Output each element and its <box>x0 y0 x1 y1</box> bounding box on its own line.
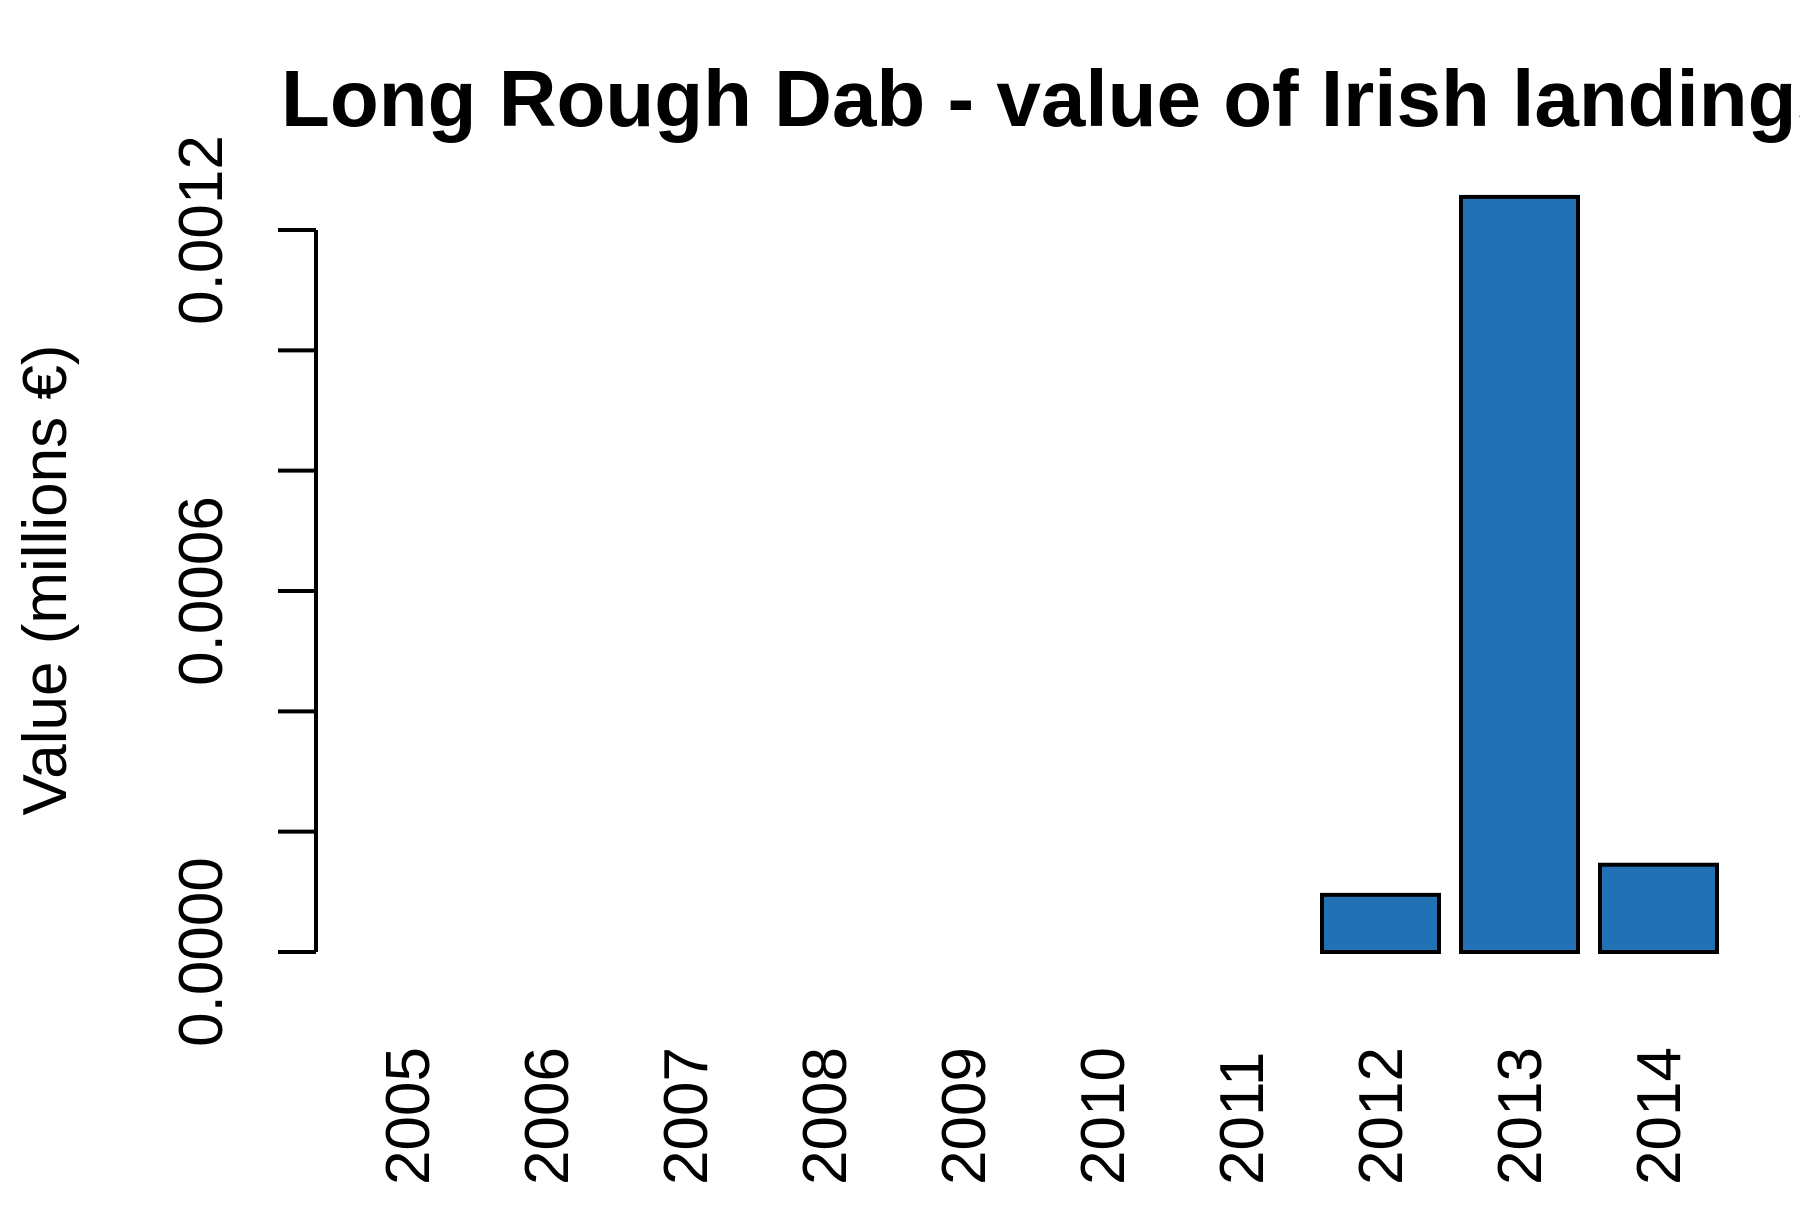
x-tick-label: 2012 <box>1347 1047 1416 1185</box>
x-tick-label: 2009 <box>930 1047 999 1185</box>
x-tick-label: 2010 <box>1069 1047 1138 1185</box>
x-tick-label: 2014 <box>1625 1047 1694 1185</box>
x-tick-label: 2007 <box>652 1047 721 1185</box>
x-tick-label: 2005 <box>374 1047 443 1185</box>
bar-2014 <box>1598 862 1719 955</box>
bars-group <box>1320 194 1719 955</box>
y-axis: 0.0000 0.0006 0.0012 <box>167 135 318 1047</box>
chart-title: Long Rough Dab - value of Irish landings <box>281 54 1800 143</box>
y-tick-label: 0.0012 <box>167 135 236 325</box>
y-tick-label: 0.0000 <box>167 857 236 1047</box>
y-axis-label: Value (millions €) <box>11 345 80 816</box>
x-tick-label: 2011 <box>1208 1052 1277 1185</box>
y-tick-label: 0.0006 <box>167 496 236 686</box>
x-tick-label: 2008 <box>791 1047 860 1185</box>
x-tick-label: 2006 <box>513 1047 582 1185</box>
x-tick-label: 2013 <box>1486 1047 1555 1185</box>
bar-2012 <box>1320 892 1441 955</box>
bar-2013 <box>1459 194 1580 955</box>
x-tick-labels: 2005 2006 2007 2008 2009 2010 2011 2012 2013 2014 <box>374 1047 1694 1185</box>
